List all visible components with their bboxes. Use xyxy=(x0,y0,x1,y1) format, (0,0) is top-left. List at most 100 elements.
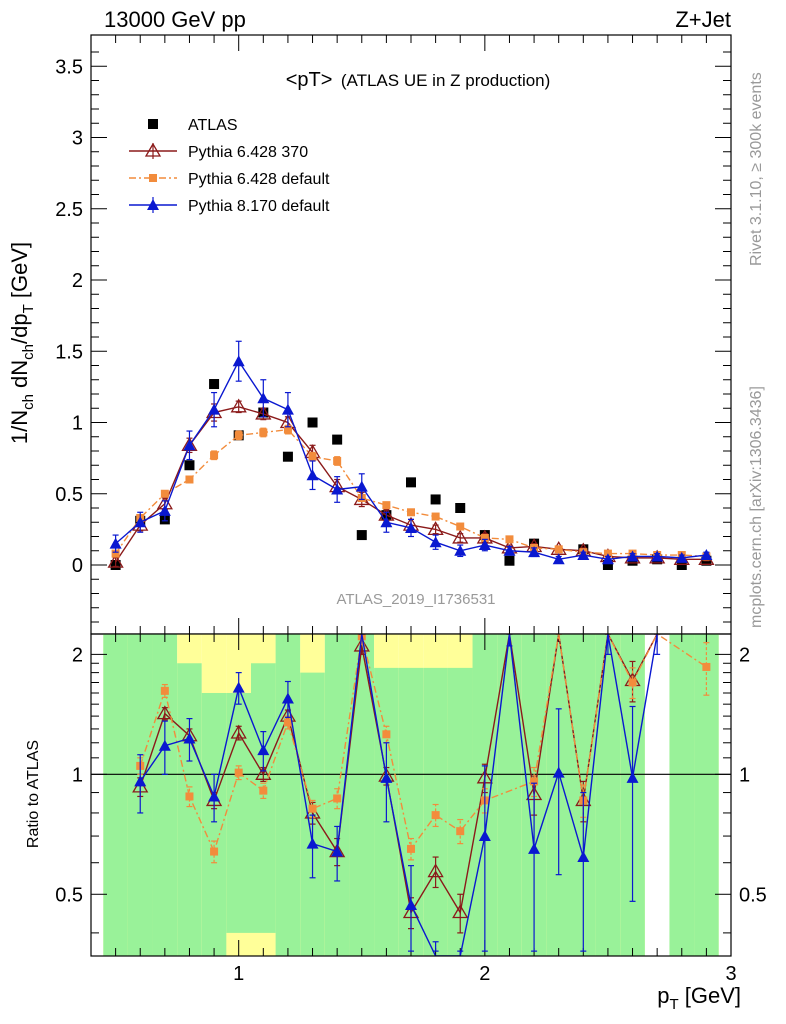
uncertainty-band-inner xyxy=(103,634,128,956)
ratio-line-pdef xyxy=(139,634,707,854)
ratio-point-pdef xyxy=(431,811,440,820)
ratio-y-tick-label: 0.5 xyxy=(55,884,83,906)
data-point-p8 xyxy=(700,549,713,561)
data-point-pdef xyxy=(456,522,465,531)
data-point-pdef xyxy=(480,533,489,542)
ratio-y-tick-label: 2 xyxy=(72,644,83,666)
data-point-pdef xyxy=(160,489,169,498)
ratio-point-pdef xyxy=(407,844,415,853)
ratio-panel-series xyxy=(132,634,711,956)
data-point-p370 xyxy=(107,553,124,568)
ratio-point-p8 xyxy=(281,692,294,704)
legend-label: Pythia 8.170 default xyxy=(188,198,330,215)
main-panel-series xyxy=(107,340,715,570)
x-tick-label: 2 xyxy=(479,963,490,985)
ratio-point-p8 xyxy=(478,830,491,842)
data-point-pdef xyxy=(407,508,415,517)
data-point-data xyxy=(406,477,416,488)
ratio-point-p8 xyxy=(183,732,196,744)
data-point-p8 xyxy=(208,403,221,415)
data-point-p8 xyxy=(503,544,516,556)
ratio-series-p8 xyxy=(134,634,661,956)
ratio-point-p8 xyxy=(380,771,393,783)
series-p8 xyxy=(109,340,713,565)
main-panel-axes: 0 0.5 1 1.5 2 2.5 3 3.5 xyxy=(55,35,731,634)
data-point-p370 xyxy=(230,398,247,413)
legend-marker xyxy=(148,119,158,129)
data-point-p8 xyxy=(429,536,442,548)
data-point-data xyxy=(356,530,367,541)
ratio-point-p8 xyxy=(158,739,171,751)
legend-marker xyxy=(147,199,159,210)
ratio-point-pdef xyxy=(333,794,342,803)
ratio-y-tick-label-right: 1 xyxy=(739,764,750,786)
ratio-point-p8 xyxy=(134,775,147,787)
data-point-p8 xyxy=(626,550,639,562)
data-point-p8 xyxy=(232,355,245,367)
data-point-p8 xyxy=(454,544,467,556)
ratio-line-p8 xyxy=(139,634,658,956)
ratio-panel-axes: 0.5 0.5 1 1 2 2 1 2 3 xyxy=(55,634,767,985)
data-point-pdef xyxy=(283,425,292,434)
ratio-point-p8 xyxy=(626,771,639,783)
series-line-pdef xyxy=(115,428,707,558)
ratio-point-p8 xyxy=(552,766,565,778)
ratio-point-p370 xyxy=(255,766,272,780)
legend-marker xyxy=(149,174,157,182)
ratio-point-pdef xyxy=(210,847,219,856)
y-tick-label: 0.5 xyxy=(55,484,83,506)
data-point-data xyxy=(602,560,613,570)
ratio-point-pdef xyxy=(456,827,465,836)
ratio-point-pdef xyxy=(185,792,194,801)
series-pdef xyxy=(111,424,711,561)
data-point-pdef xyxy=(111,549,120,558)
ratio-point-pdef xyxy=(308,804,317,813)
data-point-p8 xyxy=(528,546,541,558)
ratio-y-axis-label: Ratio to ATLAS xyxy=(25,740,42,848)
ratio-point-p370 xyxy=(156,705,173,720)
data-point-data xyxy=(282,451,293,462)
rivet-version-text: Rivet 3.1.10, ≥ 300k events xyxy=(748,72,765,266)
ratio-y-tick-label: 1 xyxy=(72,764,83,786)
ratio-point-p8 xyxy=(405,898,417,910)
ratio-point-pdef xyxy=(283,718,292,727)
x-tick-label: 1 xyxy=(233,963,244,985)
data-point-pdef xyxy=(234,431,243,440)
data-point-pdef xyxy=(382,501,391,510)
data-point-pdef xyxy=(505,535,514,544)
uncertainty-band-inner xyxy=(152,634,178,956)
data-point-data xyxy=(430,494,441,505)
header-right: Z+Jet xyxy=(675,7,731,32)
ratio-y-tick-label-right: 2 xyxy=(739,644,750,666)
legend-marker xyxy=(144,142,162,157)
y-tick-label: 2 xyxy=(72,270,83,292)
ratio-point-p370 xyxy=(353,637,370,652)
data-point-p8 xyxy=(405,521,417,533)
ratio-point-p370 xyxy=(427,863,444,878)
ratio-point-p8 xyxy=(232,681,245,693)
data-point-p8 xyxy=(281,403,294,415)
main-panel-frame xyxy=(90,34,732,635)
data-point-pdef xyxy=(308,452,317,461)
data-point-p8 xyxy=(478,539,491,551)
ratio-point-p370 xyxy=(230,724,247,739)
x-axis-label: pT [GeV] xyxy=(657,983,741,1013)
ratio-point-p8 xyxy=(306,837,319,849)
y-tick-label: 3.5 xyxy=(55,56,83,78)
legend: ATLAS Pythia 6.428 370 Pythia 6.428 defaul… xyxy=(129,117,330,215)
data-point-data xyxy=(332,434,343,445)
data-point-data xyxy=(307,417,318,428)
data-point-p370 xyxy=(427,521,444,536)
data-point-p8 xyxy=(158,504,171,516)
data-point-pdef xyxy=(333,456,342,465)
ratio-point-p8 xyxy=(577,851,590,863)
ratio-point-p8 xyxy=(331,845,344,857)
data-point-data xyxy=(676,560,687,570)
data-point-data xyxy=(209,379,220,390)
analysis-id: ATLAS_2019_I1736531 xyxy=(336,591,495,608)
y-tick-label: 0 xyxy=(72,555,83,577)
data-point-p8 xyxy=(306,469,319,481)
y-tick-label: 3 xyxy=(72,128,83,150)
legend-label: ATLAS xyxy=(188,117,238,134)
main-y-axis-label: 1/Nch dNch/dpT [GeV] xyxy=(7,242,37,444)
